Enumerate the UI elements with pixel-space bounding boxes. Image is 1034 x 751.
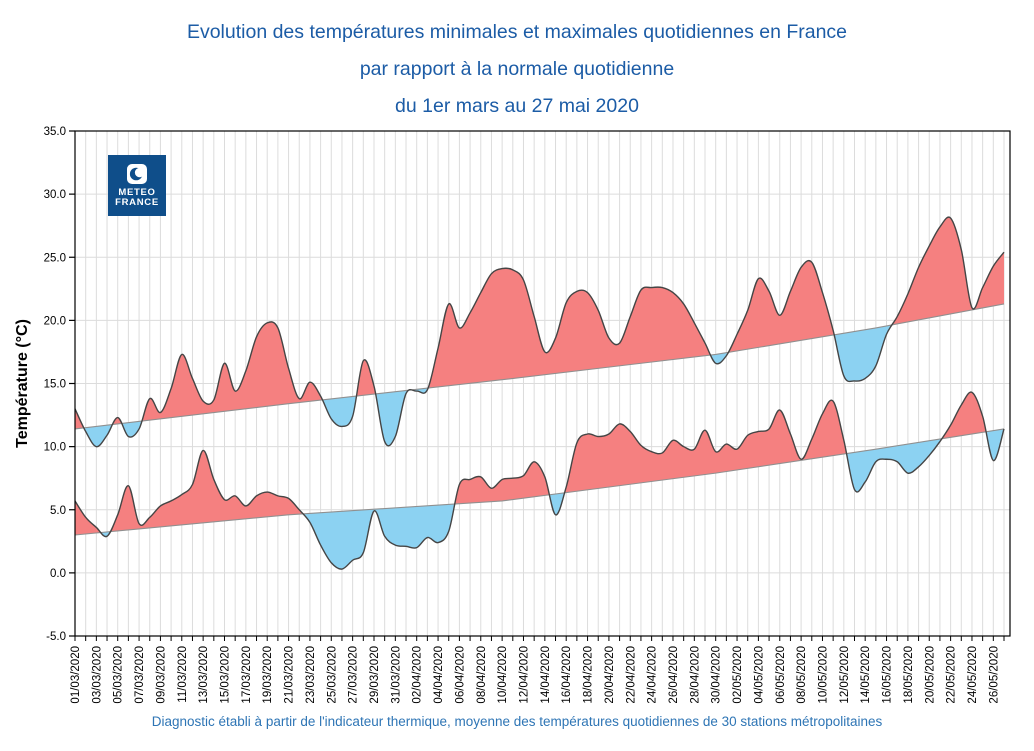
x-date-label: 11/03/2020 xyxy=(177,646,189,703)
x-date-label: 14/04/2020 xyxy=(540,646,552,704)
chart-title-line1: Evolution des températures minimales et … xyxy=(186,21,848,43)
svg-text:35.0: 35.0 xyxy=(44,126,66,138)
x-date-label: 21/03/2020 xyxy=(284,646,296,704)
y-axis-title: Température (°C) xyxy=(14,319,31,448)
svg-text:25.0: 25.0 xyxy=(44,252,66,264)
logo-text-meteo: METEO xyxy=(118,186,156,198)
svg-text:20.0: 20.0 xyxy=(44,315,66,327)
x-date-label: 20/04/2020 xyxy=(604,646,616,704)
x-date-label: 04/05/2020 xyxy=(753,646,765,704)
tmin-anomaly-band xyxy=(74,391,1005,570)
x-date-label: 17/03/2020 xyxy=(241,646,253,704)
x-date-label: 28/04/2020 xyxy=(689,646,701,704)
x-date-label: 18/04/2020 xyxy=(583,646,595,704)
x-date-label: 08/04/2020 xyxy=(476,646,488,704)
x-date-label: 01/03/2020 xyxy=(70,646,82,704)
x-date-label: 02/05/2020 xyxy=(732,646,744,704)
plot-gridlines xyxy=(75,131,1010,636)
chart-caption: Diagnostic établi à partir de l'indicate… xyxy=(151,714,883,729)
x-date-label: 27/03/2020 xyxy=(348,646,360,704)
svg-text:15.0: 15.0 xyxy=(44,379,66,391)
chart-title: Evolution des températures minimales et … xyxy=(0,14,1034,125)
x-date-label: 30/04/2020 xyxy=(711,646,723,704)
x-date-label: 16/04/2020 xyxy=(561,646,573,704)
x-date-label: 12/05/2020 xyxy=(839,646,851,704)
x-date-label: 03/03/2020 xyxy=(91,646,103,704)
x-date-label: 29/03/2020 xyxy=(369,646,381,704)
chart-title-line2: par rapport à la normale quotidienne xyxy=(359,58,675,80)
x-date-label: 02/04/2020 xyxy=(412,646,424,704)
tmin-curve xyxy=(74,391,1005,570)
normal_tmin-line xyxy=(74,428,1005,536)
x-date-label: 09/03/2020 xyxy=(155,646,167,704)
x-axis: 01/03/2020 03/03/2020 05/03/2020 07/03/2020… xyxy=(70,636,1005,704)
x-date-label: 25/03/2020 xyxy=(326,646,338,704)
meteo-france-logo: METEO FRANCE xyxy=(108,155,166,216)
x-date-label: 22/04/2020 xyxy=(625,646,637,704)
tmax-curve xyxy=(74,216,1005,448)
x-date-label: 12/04/2020 xyxy=(518,646,530,704)
chart-title-line3: du 1er mars au 27 mai 2020 xyxy=(395,95,639,117)
tmax-anomaly-band xyxy=(74,216,1005,448)
x-date-label: 10/05/2020 xyxy=(817,646,829,704)
x-date-label: 20/05/2020 xyxy=(924,646,936,704)
x-date-label: 08/05/2020 xyxy=(796,646,808,704)
x-date-label: 14/05/2020 xyxy=(860,646,872,704)
x-date-label: 24/05/2020 xyxy=(967,646,979,704)
x-date-label: 26/04/2020 xyxy=(668,646,680,704)
x-date-label: 23/03/2020 xyxy=(305,646,317,704)
x-date-label: 06/04/2020 xyxy=(454,646,466,704)
x-date-label: 13/03/2020 xyxy=(198,646,210,704)
x-date-label: 15/03/2020 xyxy=(219,646,231,704)
meteo-france-sun-icon xyxy=(127,163,147,184)
x-date-label: 19/03/2020 xyxy=(262,646,274,704)
x-date-label: 07/03/2020 xyxy=(134,646,146,704)
x-date-label: 26/05/2020 xyxy=(988,646,1000,704)
svg-text:10.0: 10.0 xyxy=(44,442,66,454)
x-date-label: 22/05/2020 xyxy=(946,646,958,704)
tmin-above-normal-area xyxy=(75,392,1004,535)
svg-text:-5.0: -5.0 xyxy=(46,631,66,643)
normal_tmax-line xyxy=(74,303,1005,430)
x-date-label: 10/04/2020 xyxy=(497,646,509,704)
svg-text:0.0: 0.0 xyxy=(50,568,66,580)
x-date-label: 31/03/2020 xyxy=(390,646,402,704)
x-date-label: 06/05/2020 xyxy=(775,646,787,704)
x-date-label: 24/04/2020 xyxy=(647,646,659,704)
x-date-label: 16/05/2020 xyxy=(882,646,894,704)
logo-text-france: FRANCE xyxy=(115,197,159,208)
y-axis: 35.0 30.0 25.0 20.0 15.0 10.0 5.0 0.0 -5.0 xyxy=(44,126,75,643)
tmax-above-normal-area xyxy=(75,217,1004,429)
x-date-label: 05/03/2020 xyxy=(113,646,125,704)
x-date-label: 18/05/2020 xyxy=(903,646,915,704)
svg-text:30.0: 30.0 xyxy=(44,189,66,201)
x-date-label: 04/04/2020 xyxy=(433,646,445,704)
svg-text:5.0: 5.0 xyxy=(50,505,66,517)
